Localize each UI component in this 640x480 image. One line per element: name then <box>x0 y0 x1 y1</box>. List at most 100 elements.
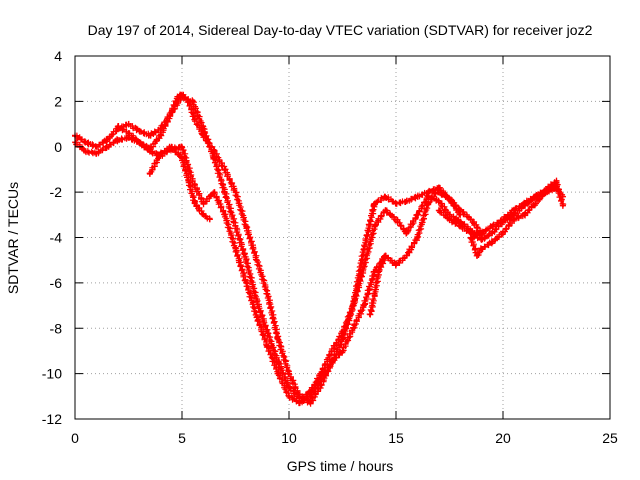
data-point <box>414 193 421 200</box>
data-point <box>157 132 164 139</box>
data-point <box>253 257 260 264</box>
data-point <box>114 136 121 143</box>
data-point <box>200 211 207 218</box>
data-point <box>489 230 496 236</box>
data-point <box>125 130 132 137</box>
chart-title: Day 197 of 2014, Sidereal Day-to-day VTE… <box>88 22 593 38</box>
data-point <box>104 143 111 150</box>
data-point <box>375 268 382 275</box>
data-point <box>371 200 378 207</box>
data-point <box>286 393 292 400</box>
data-point <box>521 211 528 218</box>
data-point <box>125 121 132 128</box>
y-tick-label: 2 <box>54 93 62 109</box>
data-point <box>510 211 517 218</box>
data-point <box>382 207 389 214</box>
data-point <box>500 230 506 236</box>
data-point <box>457 223 464 230</box>
series-satellite-track-8 <box>435 177 560 243</box>
data-point <box>553 177 560 184</box>
data-point <box>393 216 399 223</box>
data-point <box>275 370 282 377</box>
data-layer <box>72 91 567 407</box>
data-point <box>318 375 325 382</box>
data-point <box>136 139 143 146</box>
data-point <box>264 329 271 336</box>
data-point <box>243 223 250 230</box>
data-point <box>446 216 453 223</box>
data-point <box>93 150 100 157</box>
data-point <box>403 198 410 205</box>
data-point <box>521 202 528 209</box>
data-point <box>414 211 421 218</box>
data-point <box>191 200 198 207</box>
data-point <box>478 245 485 252</box>
data-point <box>114 123 121 130</box>
y-tick-label: -2 <box>50 184 63 200</box>
data-point <box>264 343 271 350</box>
y-tick-label: -4 <box>50 230 63 246</box>
data-point <box>478 230 485 236</box>
data-point <box>559 202 566 209</box>
x-tick-label: 20 <box>495 430 511 446</box>
data-point <box>393 261 399 268</box>
data-point <box>360 245 367 252</box>
data-point <box>253 298 260 304</box>
data-point <box>371 291 378 298</box>
data-point <box>532 200 539 207</box>
data-point <box>200 125 207 132</box>
data-point <box>221 166 228 173</box>
data-point <box>328 359 335 366</box>
data-point <box>221 189 228 196</box>
data-point <box>350 325 357 332</box>
data-point <box>478 236 485 243</box>
data-point <box>474 252 481 259</box>
y-tick-label: -6 <box>50 275 63 291</box>
data-point <box>296 400 303 407</box>
data-point <box>211 155 218 162</box>
data-point <box>275 336 282 343</box>
data-point <box>489 239 496 245</box>
data-point <box>367 311 374 318</box>
data-point <box>168 109 175 116</box>
data-point <box>232 189 239 196</box>
data-point <box>382 252 389 259</box>
data-point <box>328 347 335 354</box>
series-satellite-track-5 <box>366 252 389 318</box>
data-point <box>393 200 399 207</box>
data-point <box>360 302 367 309</box>
data-point <box>146 171 153 177</box>
data-point <box>307 400 314 407</box>
data-point <box>350 302 357 309</box>
data-point <box>146 132 153 139</box>
data-point <box>232 245 239 252</box>
data-point <box>435 207 442 214</box>
data-point <box>489 223 496 230</box>
data-point <box>435 189 442 196</box>
data-point <box>467 216 474 223</box>
data-point <box>371 223 378 230</box>
data-point <box>403 252 410 259</box>
x-tick-label: 10 <box>281 430 297 446</box>
data-point <box>403 230 410 236</box>
y-tick-label: -8 <box>50 320 63 336</box>
data-point <box>467 230 474 236</box>
data-point <box>211 189 218 196</box>
data-point <box>500 218 506 225</box>
x-axis-label: GPS time / hours <box>287 458 394 474</box>
y-tick-label: -10 <box>42 366 62 382</box>
data-point <box>206 216 213 223</box>
data-point <box>243 257 250 264</box>
data-point <box>146 148 153 155</box>
data-point <box>104 136 111 143</box>
data-point <box>435 198 442 205</box>
data-point <box>243 279 250 286</box>
data-point <box>185 177 192 184</box>
data-point <box>82 148 89 155</box>
data-point <box>200 200 207 207</box>
data-point <box>382 193 389 200</box>
y-tick-label: -12 <box>42 411 62 427</box>
series-satellite-track-4 <box>146 143 213 223</box>
data-point <box>446 195 453 202</box>
